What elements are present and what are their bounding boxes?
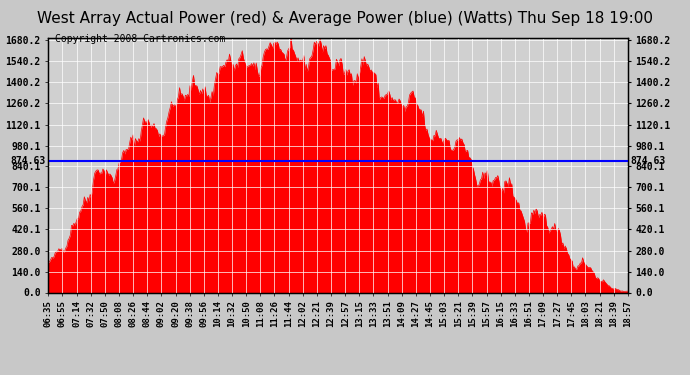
Text: West Array Actual Power (red) & Average Power (blue) (Watts) Thu Sep 18 19:00: West Array Actual Power (red) & Average … — [37, 11, 653, 26]
Text: 874.63: 874.63 — [10, 156, 46, 166]
Text: Copyright 2008 Cartronics.com: Copyright 2008 Cartronics.com — [55, 34, 226, 44]
Text: 874.63: 874.63 — [631, 156, 666, 166]
